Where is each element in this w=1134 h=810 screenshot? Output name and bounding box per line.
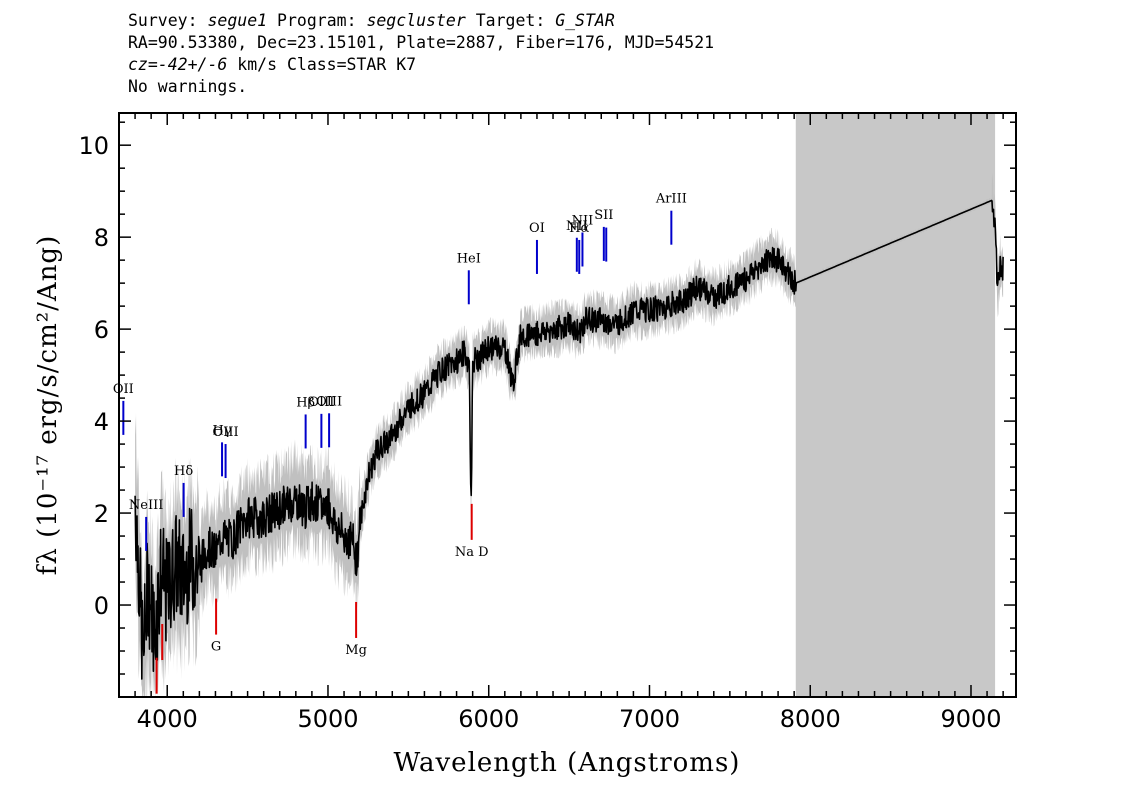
- y-tick-label: 2: [94, 500, 109, 528]
- x-tick-label: 4000: [137, 705, 198, 733]
- line-label: Hγ: [212, 423, 231, 438]
- survey-name: segue1: [207, 11, 268, 30]
- y-axis-title: fλ (10⁻¹⁷ erg/s/cm²/Ang): [33, 235, 63, 575]
- line-label: OII: [113, 382, 134, 397]
- line-label: Mg: [345, 643, 367, 658]
- header-line-coordinates: RA=90.53380, Dec=23.15101, Plate=2887, F…: [128, 33, 715, 52]
- masked-region: [795, 113, 996, 697]
- program-prefix: Program:: [267, 11, 367, 30]
- line-label: HeI: [457, 251, 481, 266]
- line-label: NII: [566, 219, 588, 234]
- header-line-survey: Survey: segue1 Program: segcluster Targe…: [128, 10, 714, 32]
- spectrum-header: Survey: segue1 Program: segcluster Targe…: [128, 10, 714, 98]
- header-line-warnings: No warnings.: [128, 77, 248, 96]
- redshift-value: cz=-42+/-6: [128, 55, 228, 74]
- x-tick-label: 6000: [458, 705, 519, 733]
- line-label: G: [211, 640, 221, 655]
- plot-frame: [118, 112, 1017, 698]
- line-label: OIII: [316, 394, 342, 409]
- y-tick-label: 6: [94, 316, 109, 344]
- y-tick-label: 0: [94, 592, 109, 620]
- target-name: G_STAR: [555, 11, 615, 30]
- line-label: Hδ: [174, 464, 193, 479]
- line-label: Hβ: [296, 395, 315, 410]
- x-tick-label: 8000: [780, 705, 841, 733]
- survey-prefix: Survey:: [128, 11, 208, 30]
- x-tick-label: 7000: [619, 705, 680, 733]
- y-tick-label: 8: [94, 224, 109, 252]
- line-label: ArIII: [655, 192, 687, 207]
- header-line-redshift: cz=-42+/-6 km/s Class=STAR K7: [128, 54, 714, 76]
- line-label: SII: [594, 208, 613, 223]
- x-tick-label: 9000: [940, 705, 1001, 733]
- line-label: NII: [572, 213, 594, 228]
- program-name: segcluster: [366, 11, 466, 30]
- flux-line: [134, 199, 1004, 680]
- x-tick-label: 5000: [297, 705, 358, 733]
- classification: km/s Class=STAR K7: [227, 55, 417, 74]
- error-band: [135, 172, 1004, 698]
- line-label: OIII: [213, 425, 239, 440]
- line-label: Na D: [455, 545, 489, 560]
- line-label: OIII: [308, 395, 334, 410]
- target-prefix: Target:: [465, 11, 556, 30]
- line-label: Hα: [569, 221, 589, 236]
- x-axis-title: Wavelength (Angstroms): [394, 748, 741, 778]
- y-tick-label: 4: [94, 408, 109, 436]
- y-tick-label: 10: [78, 132, 109, 160]
- line-label: OI: [529, 221, 545, 236]
- line-label: NeIII: [129, 498, 163, 513]
